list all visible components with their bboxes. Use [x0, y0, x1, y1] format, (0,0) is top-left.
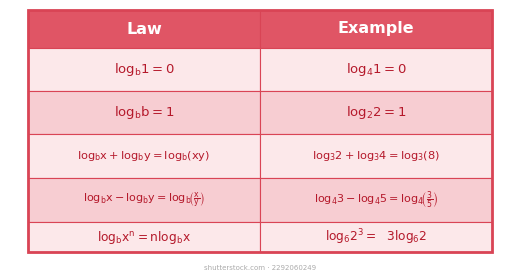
Polygon shape [260, 222, 492, 252]
Text: shutterstock.com · 2292060249: shutterstock.com · 2292060249 [204, 265, 316, 271]
Polygon shape [28, 222, 260, 252]
Text: $\mathsf{log}_{\mathsf{b}}\mathsf{x + log}_{\mathsf{b}}\mathsf{y = log}_{\mathsf: $\mathsf{log}_{\mathsf{b}}\mathsf{x + lo… [77, 149, 211, 163]
Polygon shape [260, 10, 492, 48]
Polygon shape [260, 134, 492, 178]
Polygon shape [28, 91, 260, 134]
Polygon shape [28, 48, 260, 91]
Polygon shape [260, 48, 492, 91]
Polygon shape [260, 178, 492, 222]
Text: $\mathsf{log}_{\mathsf{6}}\mathsf{2}^{\mathsf{3}}\mathsf{=\ \ 3log}_{\mathsf{6}}: $\mathsf{log}_{\mathsf{6}}\mathsf{2}^{\m… [325, 227, 427, 247]
Text: $\mathsf{log}_{\mathsf{2}}\mathsf{2 = 1}$: $\mathsf{log}_{\mathsf{2}}\mathsf{2 = 1}… [346, 104, 406, 121]
Text: Law: Law [126, 22, 162, 36]
Text: $\mathsf{log}_{\mathsf{3}}\mathsf{2 + log}_{\mathsf{3}}\mathsf{4 = log}_{\mathsf: $\mathsf{log}_{\mathsf{3}}\mathsf{2 + lo… [312, 149, 440, 163]
Polygon shape [28, 178, 260, 222]
Text: $\mathsf{log}_{\mathsf{b}}\mathsf{x - log}_{\mathsf{b}}\mathsf{y = log}_{\mathsf: $\mathsf{log}_{\mathsf{b}}\mathsf{x - lo… [83, 190, 205, 210]
Text: $\mathsf{log}_{\mathsf{b}}\mathsf{x}^{\mathsf{n}}\mathsf{ = nlog}_{\mathsf{b}}\m: $\mathsf{log}_{\mathsf{b}}\mathsf{x}^{\m… [97, 228, 191, 246]
Text: $\mathsf{log}_{\mathsf{4}}\mathsf{3 - log}_{\mathsf{4}}\mathsf{5 = log}_{\mathsf: $\mathsf{log}_{\mathsf{4}}\mathsf{3 - lo… [314, 190, 438, 211]
Text: $\mathsf{log}_{\mathsf{4}}\mathsf{1 = 0}$: $\mathsf{log}_{\mathsf{4}}\mathsf{1 = 0}… [346, 61, 407, 78]
Polygon shape [28, 134, 260, 178]
Polygon shape [28, 10, 260, 48]
Text: Example: Example [337, 22, 414, 36]
Text: $\mathsf{log}_{\mathsf{b}}\mathsf{1 = 0}$: $\mathsf{log}_{\mathsf{b}}\mathsf{1 = 0}… [114, 61, 174, 78]
Polygon shape [260, 91, 492, 134]
Text: $\mathsf{log}_{\mathsf{b}}\mathsf{b = 1}$: $\mathsf{log}_{\mathsf{b}}\mathsf{b = 1}… [114, 104, 174, 121]
